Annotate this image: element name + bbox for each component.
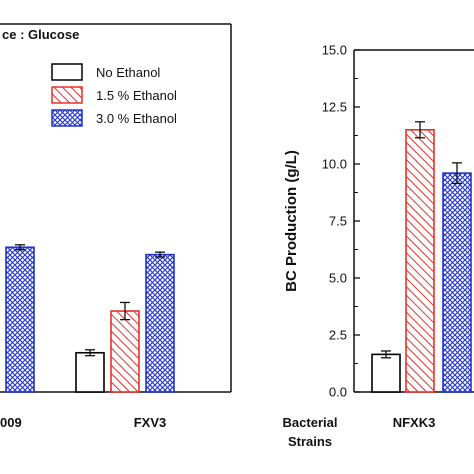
right-bar-ethanol-1-5-0 <box>405 129 435 393</box>
right-x-axis-label-line-1: Bacterial <box>283 415 338 430</box>
right-panel: 0.0 2.5 5.0 7.5 10.0 12.5 15.0 BC Production (… <box>283 43 474 449</box>
left-bar-ethanol-1-5-1 <box>110 310 140 393</box>
right-bars <box>371 121 472 393</box>
left-panel: ce : Glucose No Ethanol 1.5 % Ethanol 3.… <box>0 23 232 430</box>
right-error-bar-ethanol-1-5-0 <box>415 121 425 139</box>
right-ytick-label-3: 7.5 <box>329 214 347 229</box>
left-bar-no-ethanol-1 <box>75 351 105 393</box>
left-error-bar-ethanol-1-5-1 <box>120 301 130 321</box>
right-yticks: 0.0 2.5 5.0 7.5 10.0 12.5 15.0 <box>322 43 360 400</box>
right-y-axis-label: BC Production (g/L) <box>283 150 300 292</box>
left-bar-ethanol-3-0-0 <box>5 246 35 393</box>
left-panel-title: ce : Glucose <box>2 27 79 42</box>
right-ytick-label-4: 10.0 <box>322 157 347 172</box>
right-ytick-label-2: 5.0 <box>329 271 347 286</box>
legend-label-ethanol-3-0: 3.0 % Ethanol <box>96 111 177 126</box>
legend-label-ethanol-1-5: 1.5 % Ethanol <box>96 88 177 103</box>
right-ytick-label-6: 15.0 <box>322 43 347 58</box>
left-error-bar-ethanol-3-0-1 <box>155 251 165 258</box>
right-bar-no-ethanol-0 <box>371 353 401 393</box>
legend-swatch-ethanol-1-5 <box>51 86 83 104</box>
legend-swatch-ethanol-3-0 <box>51 109 83 127</box>
left-error-bar-no-ethanol-1 <box>85 349 95 357</box>
left-tick-label-1: FXV3 <box>134 415 167 430</box>
left-legend: No Ethanol 1.5 % Ethanol 3.0 % Ethanol <box>51 63 177 127</box>
left-error-bar-ethanol-3-0-0 <box>15 244 25 251</box>
right-ytick-label-5: 12.5 <box>322 100 347 115</box>
right-bar-ethanol-3-0-0 <box>442 172 472 393</box>
right-x-axis-label-line-2: Strains <box>288 434 332 449</box>
right-error-bar-no-ethanol-0 <box>381 350 391 359</box>
right-tick-label-0: NFXK3 <box>393 415 436 430</box>
legend-swatch-no-ethanol <box>51 63 83 81</box>
right-error-bar-ethanol-3-0-0 <box>452 162 462 185</box>
right-ytick-label-1: 2.5 <box>329 328 347 343</box>
left-tick-label-0: 009 <box>0 415 22 430</box>
left-bars <box>5 244 175 393</box>
legend-label-no-ethanol: No Ethanol <box>96 65 160 80</box>
right-ytick-label-0: 0.0 <box>329 385 347 400</box>
left-bar-ethanol-3-0-1 <box>145 253 175 393</box>
